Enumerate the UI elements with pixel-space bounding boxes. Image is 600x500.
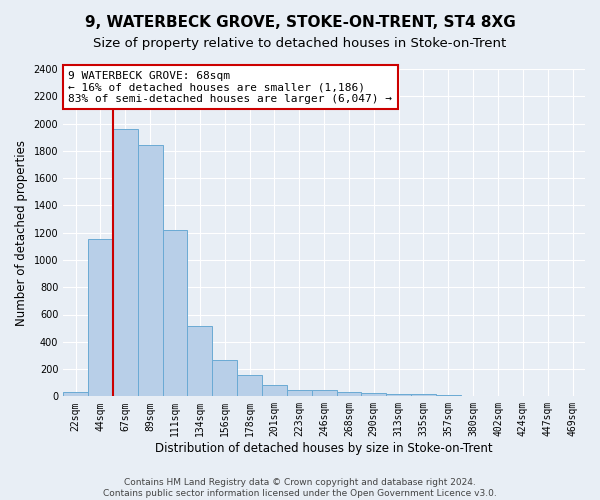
Bar <box>361 394 386 396</box>
Bar <box>138 146 163 396</box>
Bar <box>311 390 337 396</box>
Text: Contains HM Land Registry data © Crown copyright and database right 2024.
Contai: Contains HM Land Registry data © Crown c… <box>103 478 497 498</box>
Bar <box>386 394 411 396</box>
Bar <box>287 390 311 396</box>
Bar <box>337 392 361 396</box>
Bar <box>163 230 187 396</box>
Bar <box>212 360 237 397</box>
Bar <box>187 326 212 396</box>
Bar <box>262 386 287 396</box>
Text: 9, WATERBECK GROVE, STOKE-ON-TRENT, ST4 8XG: 9, WATERBECK GROVE, STOKE-ON-TRENT, ST4 … <box>85 15 515 30</box>
Text: Size of property relative to detached houses in Stoke-on-Trent: Size of property relative to detached ho… <box>94 38 506 51</box>
Bar <box>411 394 436 396</box>
Bar <box>237 375 262 396</box>
Bar <box>88 240 113 396</box>
Bar <box>436 395 461 396</box>
X-axis label: Distribution of detached houses by size in Stoke-on-Trent: Distribution of detached houses by size … <box>155 442 493 455</box>
Text: 9 WATERBECK GROVE: 68sqm
← 16% of detached houses are smaller (1,186)
83% of sem: 9 WATERBECK GROVE: 68sqm ← 16% of detach… <box>68 70 392 104</box>
Bar <box>113 129 138 396</box>
Bar <box>63 392 88 396</box>
Y-axis label: Number of detached properties: Number of detached properties <box>15 140 28 326</box>
